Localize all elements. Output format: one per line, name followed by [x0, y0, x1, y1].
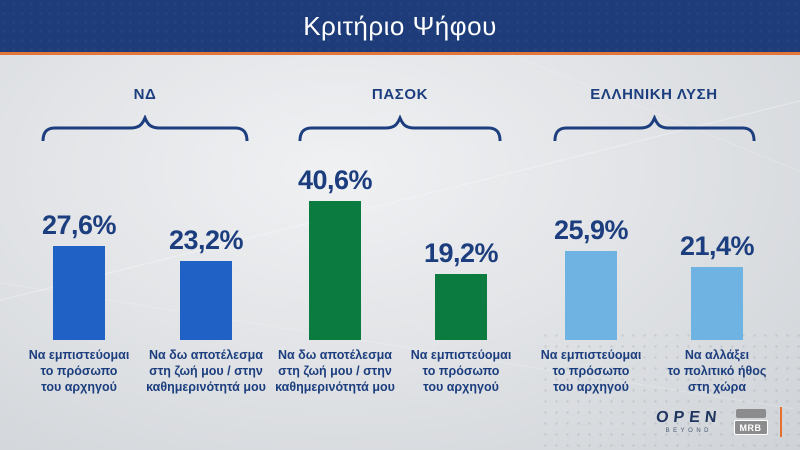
- group-label-elliniki-lysi: ΕΛΛΗΝΙΚΗ ΛΥΣΗ: [590, 86, 718, 103]
- mrb-logo: MRB: [733, 409, 768, 435]
- open-logo-subtext: BEYOND: [665, 428, 712, 434]
- title-bar: Κριτήριο Ψήφου: [0, 0, 800, 52]
- bar-rect-nd-1: [53, 245, 105, 340]
- orange-tick-decoration: [779, 407, 782, 437]
- bar-nd-1: 27,6%: [0, 210, 159, 340]
- category-label: Να εμπιστεύομαι το πρόσωπο του αρχηγού: [540, 348, 642, 394]
- bar-rect-el-2: [691, 266, 743, 340]
- mrb-logo-text: MRB: [733, 420, 768, 435]
- bar-pasok-2: 19,2%: [381, 238, 541, 340]
- category-label: Να εμπιστεύομαι το πρόσωπο του αρχηγού: [410, 348, 512, 394]
- open-tv-logo: OPEN BEYOND: [655, 409, 723, 434]
- bar-el-1: 25,9%: [511, 215, 671, 340]
- bar-rect-pasok-1: [309, 201, 361, 340]
- bar-value-label: 25,9%: [553, 215, 629, 246]
- bar-value-label: 21,4%: [679, 230, 755, 261]
- bar-rect-el-1: [565, 251, 617, 340]
- category-label: Να αλλάξει το πολιτικό ήθος στη χώρα: [667, 348, 767, 394]
- bar-pasok-1: 40,6%: [255, 165, 415, 340]
- group-label-nd: ΝΔ: [133, 86, 157, 103]
- bar-nd-2: 23,2%: [126, 225, 286, 340]
- group-label-pasok: ΠΑΣΟΚ: [371, 86, 429, 103]
- bar-value-label: 19,2%: [423, 238, 499, 269]
- bar-value-label: 27,6%: [41, 209, 117, 240]
- broadcaster-footer: OPEN BEYOND MRB: [655, 404, 782, 440]
- bar-value-label: 40,6%: [297, 165, 373, 196]
- category-label: Να δω αποτέλεσμα στη ζωή μου / στην καθη…: [146, 348, 266, 394]
- category-label: Να εμπιστεύομαι το πρόσωπο του αρχηγού: [28, 348, 130, 394]
- brace-nd: [40, 115, 250, 141]
- category-label: Να δω αποτέλεσμα στη ζωή μου / στην καθη…: [275, 348, 395, 394]
- brace-elliniki-lysi: [552, 115, 757, 141]
- bar-rect-nd-2: [180, 260, 232, 340]
- bar-value-label: 23,2%: [168, 224, 244, 255]
- bar-el-2: 21,4%: [637, 231, 797, 340]
- bar-rect-pasok-2: [435, 274, 487, 340]
- accent-divider: [0, 52, 800, 55]
- page-title: Κριτήριο Ψήφου: [303, 10, 497, 41]
- open-logo-text: OPEN: [655, 409, 723, 426]
- brace-pasok: [297, 115, 503, 141]
- mrb-logo-bar: [735, 409, 766, 418]
